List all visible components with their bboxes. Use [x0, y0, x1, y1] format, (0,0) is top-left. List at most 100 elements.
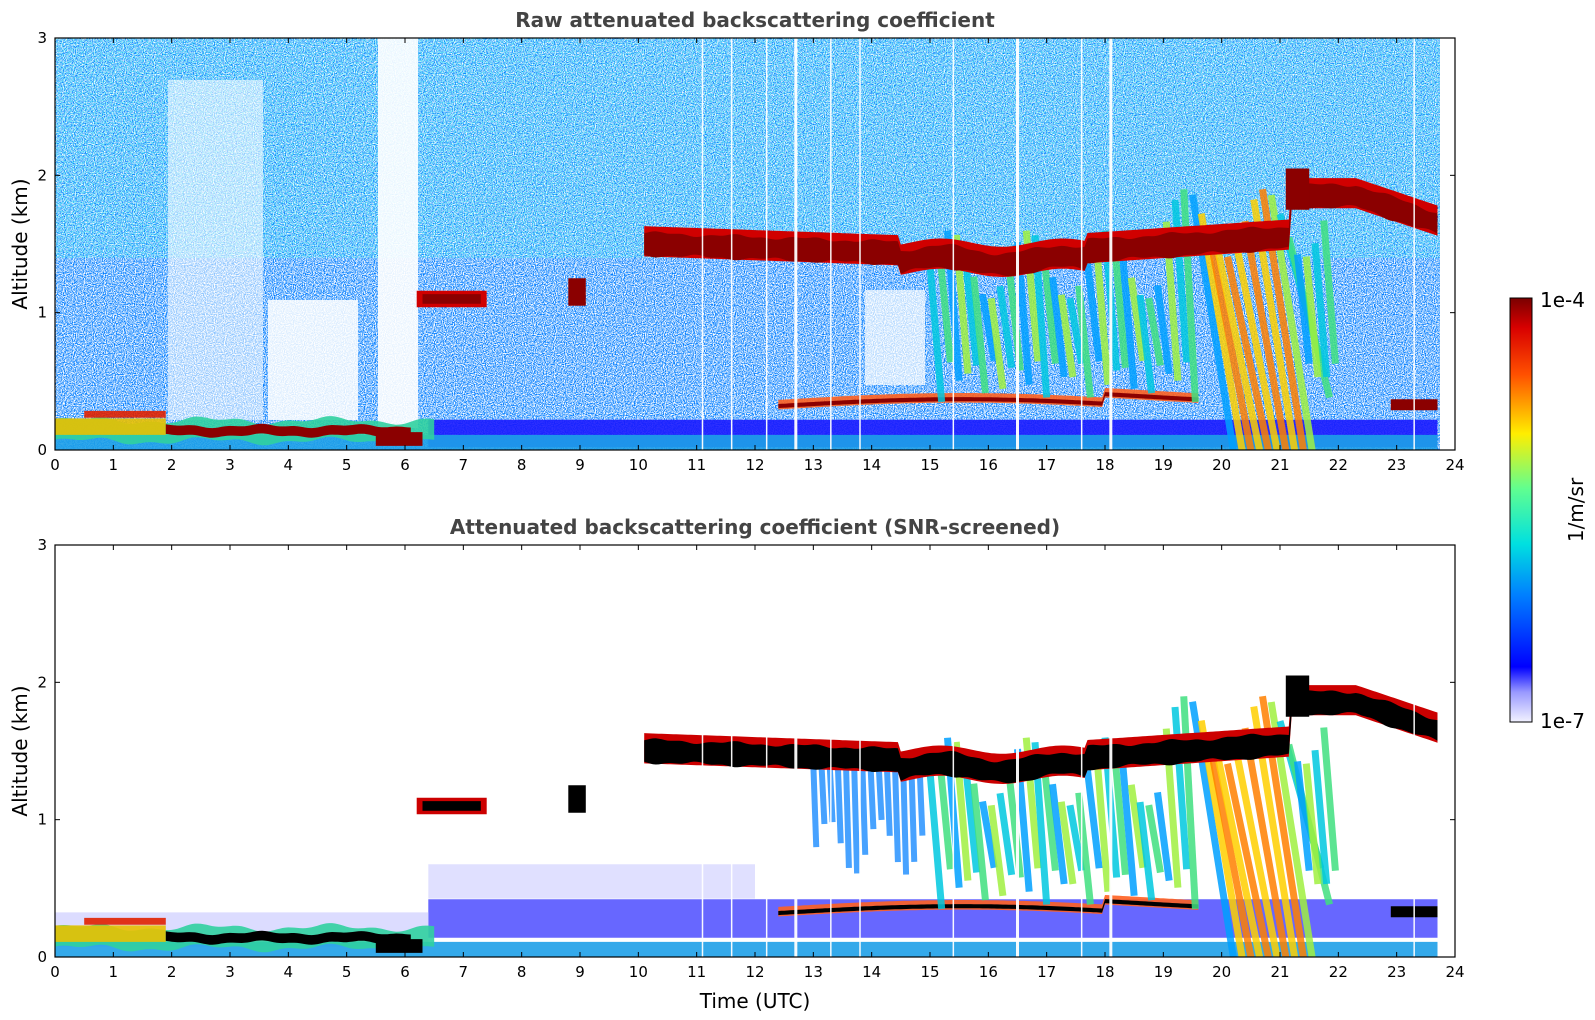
precipitation-streak	[1066, 804, 1086, 872]
x-tick-label: 0	[50, 456, 60, 474]
precipitation-streak	[987, 297, 1007, 390]
x-tick-label: 1	[109, 456, 119, 474]
precipitation-streak	[1075, 285, 1094, 398]
precipitation-streak	[908, 764, 918, 862]
main-cloud-core	[644, 183, 1438, 277]
y-tick-label: 1	[37, 304, 47, 322]
y-tick-label: 3	[37, 536, 47, 554]
x-tick-label: 9	[575, 456, 585, 474]
x-tick-label: 10	[629, 963, 648, 981]
x-tick-label: 13	[804, 456, 823, 474]
x-axis-label: Time (UTC)	[699, 989, 811, 1013]
aerosol-layer-core	[778, 899, 1199, 916]
precipitation-streak	[1040, 253, 1059, 365]
precipitation-streak	[1075, 792, 1094, 905]
x-tick-label: 22	[1329, 963, 1348, 981]
panel-screened: Attenuated backscattering coefficient (S…	[8, 515, 1465, 1013]
precipitation-streak	[892, 764, 901, 863]
x-tick-label: 14	[862, 456, 881, 474]
precipitation-streak	[843, 764, 852, 869]
precipitation-streak	[1136, 801, 1156, 901]
features-screened	[55, 545, 1438, 957]
precipitation-streak	[979, 293, 998, 362]
axes-screened: 0 1 2 3 4 5 6 7 8 9 10 11 12 13 14 15 16 17 18 19 20 21 22 23 24…	[37, 536, 1464, 981]
x-tick-label: 18	[1095, 456, 1114, 474]
x-tick-label: 3	[225, 456, 235, 474]
precipitation-streak	[1127, 277, 1147, 362]
main-cloud-core	[1285, 168, 1310, 210]
x-tick-label: 2	[167, 456, 177, 474]
y-tick-label: 2	[37, 166, 47, 184]
precipitation-streak	[867, 764, 877, 830]
x-tick-label: 17	[1037, 963, 1056, 981]
precipitation-streak	[1154, 284, 1173, 375]
x-tick-label: 24	[1445, 456, 1464, 474]
precipitation-streak	[1241, 220, 1290, 450]
heatmap-raw	[55, 38, 1455, 450]
precipitation-streak	[1057, 294, 1077, 378]
precipitation-streak	[970, 783, 989, 901]
precipitation-streak	[1092, 241, 1112, 385]
precipitation-streak	[859, 764, 869, 855]
x-tick-label: 2	[167, 963, 177, 981]
precipitation-streak	[1224, 763, 1272, 957]
x-tick-label: 23	[1387, 963, 1406, 981]
x-tick-label: 6	[400, 963, 410, 981]
colorbar: 1e-4 1e-7 1/m/sr	[1509, 288, 1588, 733]
cloud-patch	[568, 785, 586, 813]
x-tick-label: 9	[575, 963, 585, 981]
x-tick-label: 3	[225, 963, 235, 981]
x-tick-label: 14	[862, 963, 881, 981]
precipitation-streak	[1294, 761, 1313, 872]
precipitation-streak	[810, 764, 820, 848]
precipitation-streak	[1084, 770, 1103, 869]
boundary-layer-top	[84, 917, 166, 925]
precipitation-streak	[1215, 253, 1264, 450]
precipitation-streak	[851, 764, 861, 874]
x-tick-label: 17	[1037, 456, 1056, 474]
no-data-region	[1440, 38, 1455, 450]
colorbar-max-label: 1e-4	[1540, 288, 1585, 312]
y-tick-label: 3	[37, 29, 47, 47]
boundary-layer-top	[84, 410, 166, 418]
x-tick-label: 15	[920, 456, 939, 474]
noise-layer-upper	[55, 38, 1455, 258]
precipitation-streak	[1066, 297, 1086, 365]
y-axis-label-raw: Altitude (km)	[8, 178, 32, 309]
aerosol-region	[428, 864, 755, 899]
precipitation-streak	[970, 276, 989, 394]
precipitation-streak	[1215, 760, 1264, 957]
x-tick-label: 4	[284, 456, 294, 474]
precipitation-streak	[1145, 804, 1164, 874]
precipitation-streak	[1224, 256, 1272, 450]
precipitation-streak	[1049, 276, 1068, 378]
precipitation-streak	[1320, 220, 1339, 364]
precipitation-streak	[1119, 760, 1138, 897]
y-tick-label: 0	[37, 441, 47, 459]
boundary-layer-top	[165, 423, 411, 438]
x-tick-label: 1	[109, 963, 119, 981]
precipitation-streak	[1119, 253, 1138, 390]
cloud-patch-core	[422, 801, 481, 811]
colorbar-min-label: 1e-7	[1540, 709, 1585, 733]
x-tick-label: 12	[745, 963, 764, 981]
x-tick-label: 22	[1329, 456, 1348, 474]
precipitation-streak	[1294, 254, 1313, 365]
x-tick-label: 11	[687, 963, 706, 981]
y-tick-label: 2	[37, 673, 47, 691]
precipitation-streak	[1241, 727, 1290, 957]
precipitation-streak	[1136, 294, 1156, 394]
boundary-layer	[55, 418, 166, 435]
boundary-layer-top	[375, 939, 423, 953]
x-tick-label: 12	[745, 456, 764, 474]
x-tick-label: 24	[1445, 963, 1464, 981]
precipitation-streak	[1145, 297, 1164, 367]
precipitation-streak	[996, 792, 1016, 876]
precipitation-streak	[834, 764, 844, 844]
boundary-layer-top	[165, 930, 411, 945]
features-raw	[55, 38, 1438, 450]
x-tick-label: 13	[804, 963, 823, 981]
axes-raw: 0 1 2 3 4 5 6 7 8 9 10 11 12 13 14 15 16 17 18 19 20 21 22 23 24…	[37, 29, 1464, 474]
